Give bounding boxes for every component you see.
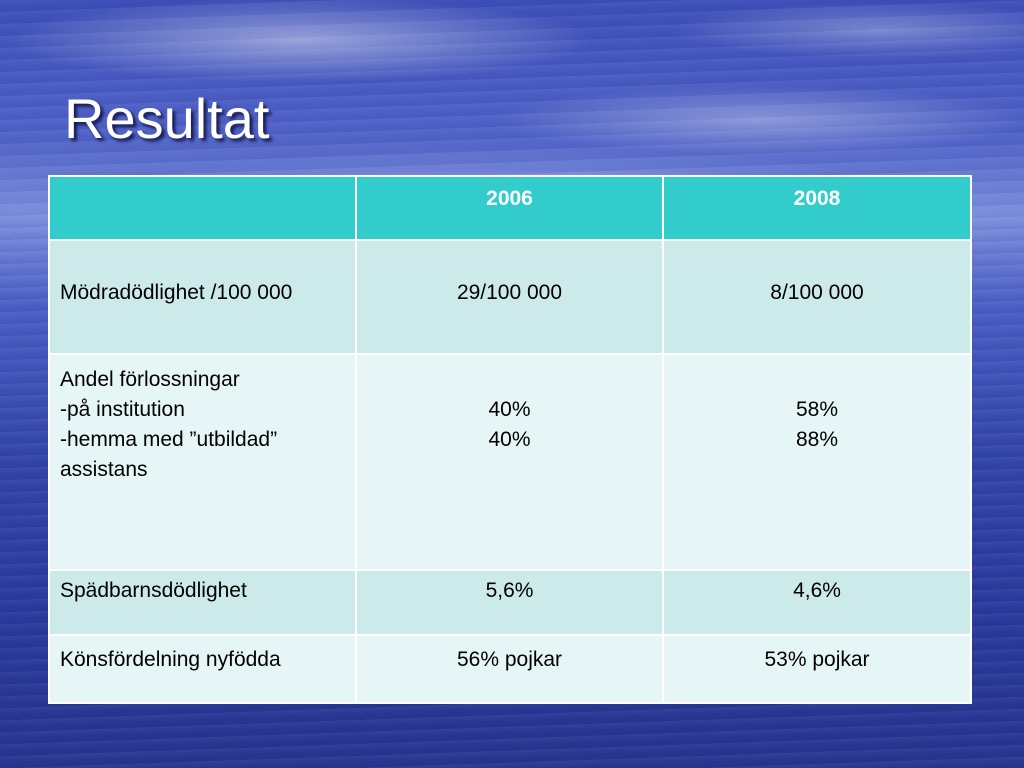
row-label-line: Mödradödlighet /100 000 xyxy=(60,281,293,304)
row-label-line: -på institution xyxy=(60,398,185,421)
header-row: 2006 2008 xyxy=(48,175,972,241)
cell-2006: 40% 40% xyxy=(355,353,664,571)
cell-value: 88% xyxy=(795,428,839,451)
row-label-line: Spädbarnsdödlighet xyxy=(60,579,247,602)
cell-value: 29/100 000 xyxy=(456,281,563,304)
cell-value: 58% xyxy=(795,398,839,421)
cell-value: 40% xyxy=(488,398,531,421)
row-label: Spädbarnsdödlighet xyxy=(48,569,357,636)
row-label-line: -hemma med ”utbildad” xyxy=(60,428,278,451)
row-label-line: Andel förlossningar xyxy=(60,368,240,391)
table-row-maternal-mortality: Mödradödlighet /100 000 29/100 000 8/100… xyxy=(48,239,972,355)
table-row-births: Andel förlossningar -på institution -hem… xyxy=(48,353,972,571)
row-label-line: assistans xyxy=(60,458,148,481)
cell-value: 40% xyxy=(488,428,531,451)
cell-value: 53% pojkar xyxy=(764,648,870,671)
cell-2006: 29/100 000 xyxy=(355,239,664,355)
cell-value: 4,6% xyxy=(793,579,841,602)
cell-2006: 56% pojkar xyxy=(355,634,664,704)
row-label: Andel förlossningar -på institution -hem… xyxy=(48,353,357,571)
results-table: 2006 2008 Mödradödlighet /100 000 29/100… xyxy=(48,175,972,704)
table-row-sex-ratio: Könsfördelning nyfödda 56% pojkar 53% po… xyxy=(48,634,972,704)
cell-2008: 4,6% xyxy=(662,569,972,636)
row-label: Könsfördelning nyfödda xyxy=(48,634,357,704)
cell-value: 8/100 000 xyxy=(770,281,864,304)
table-row-infant-mortality: Spädbarnsdödlighet 5,6% 4,6% xyxy=(48,569,972,636)
header-2006: 2006 xyxy=(355,175,664,241)
row-label: Mödradödlighet /100 000 xyxy=(48,239,357,355)
slide-title: Resultat xyxy=(64,87,270,150)
cell-2008: 8/100 000 xyxy=(662,239,972,355)
cell-2008: 58% 88% xyxy=(662,353,972,571)
cell-2008: 53% pojkar xyxy=(662,634,972,704)
cell-value: 5,6% xyxy=(485,579,534,602)
cell-2006: 5,6% xyxy=(355,569,664,636)
header-empty-cell xyxy=(48,175,357,241)
cell-value: 56% pojkar xyxy=(456,648,563,671)
row-label-line: Könsfördelning nyfödda xyxy=(60,648,281,671)
header-2008: 2008 xyxy=(662,175,972,241)
